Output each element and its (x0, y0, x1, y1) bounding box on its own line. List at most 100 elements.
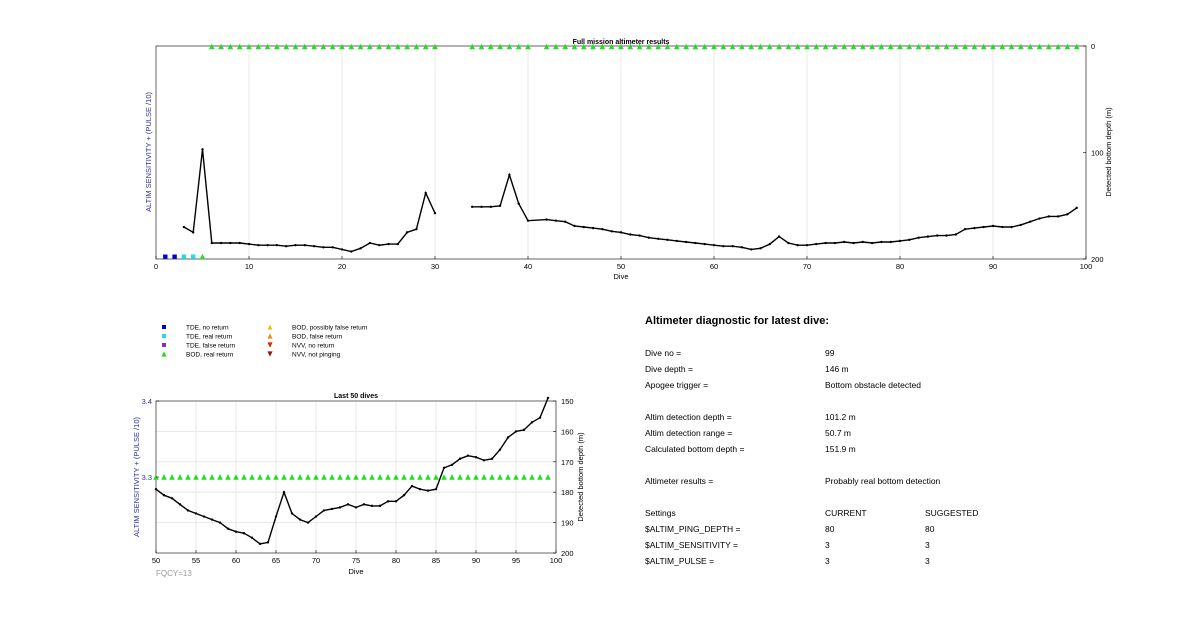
depth-point (418, 487, 422, 491)
depth-point (926, 235, 930, 238)
bod-marker (302, 43, 308, 50)
depth-point (154, 487, 158, 491)
bod-marker (353, 474, 359, 480)
bod-marker (297, 474, 303, 480)
depth-point (330, 507, 334, 511)
full-mission-grid (248, 46, 994, 259)
x-tick-label: 20 (338, 262, 346, 271)
bod-marker (497, 474, 503, 480)
depth-point (1029, 220, 1032, 223)
bod-marker (545, 474, 551, 480)
bod-marker (767, 43, 773, 50)
bod-marker (321, 474, 327, 480)
bod-marker (193, 474, 199, 480)
last-50-series (154, 396, 550, 546)
legend-triangle-down-icon (267, 342, 273, 348)
bod-marker (283, 43, 289, 50)
depth-point (219, 241, 223, 245)
right-tick-label: 180 (561, 488, 574, 497)
bod-marker (664, 43, 671, 50)
bod-marker (711, 43, 717, 50)
suggested-header: SUGGESTED (925, 508, 979, 518)
bod-marker (404, 43, 410, 50)
depth-point (162, 494, 166, 497)
last-50-x-ticks: 50 55 60 65 70 75 80 85 90 95 100 (152, 550, 562, 565)
left-tick-label: 3.4 (142, 397, 152, 406)
x-tick-label: 80 (896, 262, 904, 271)
bod-marker (313, 474, 319, 480)
dive-depth-row: Dive depth = 146 m (645, 364, 1165, 376)
x-tick-label: 65 (272, 556, 280, 565)
bod-marker (860, 43, 866, 50)
depth-point (394, 500, 398, 503)
bod-marker (962, 43, 968, 50)
depth-point (275, 243, 279, 247)
depth-point (368, 241, 372, 245)
depth-point (257, 243, 260, 247)
depth-point (178, 503, 182, 506)
x-tick-label: 70 (312, 556, 320, 565)
full-mission-title: Full mission altimeter results (573, 39, 670, 46)
depth-point (350, 250, 353, 253)
bod-marker (265, 474, 271, 480)
bod-marker (1027, 43, 1033, 50)
bod-marker (934, 43, 940, 50)
depth-point (963, 227, 967, 231)
depth-point (250, 536, 254, 539)
depth-point (657, 237, 660, 240)
x-tick-label: 40 (524, 262, 532, 271)
depth-point (954, 233, 957, 236)
depth-point (312, 245, 316, 248)
depth-point (722, 245, 725, 248)
right-tick-label: 190 (561, 519, 574, 528)
depth-point (750, 248, 753, 251)
x-tick-label: 60 (232, 556, 240, 565)
bod-marker (305, 474, 311, 480)
depth-point (936, 234, 939, 237)
bod-marker (739, 43, 745, 50)
bod-marker (971, 43, 978, 50)
depth-point (294, 243, 297, 247)
right-tick-label: 170 (561, 458, 574, 467)
bod-marker (361, 474, 367, 480)
bod-marker (367, 43, 373, 50)
x-tick-label: 80 (392, 556, 400, 565)
apogee-row: Apogee trigger = Bottom obstacle detecte… (645, 380, 1165, 392)
bod-marker (897, 43, 903, 50)
dive-no-label: Dive no = (645, 348, 682, 358)
legend-triangle-up-icon (161, 351, 167, 357)
bod-marker (249, 474, 255, 480)
right-tick-label: 200 (561, 549, 574, 558)
bod-marker (553, 43, 559, 50)
bod-marker (185, 474, 191, 480)
bod-marker (209, 474, 215, 480)
ping-depth-suggested: 80 (925, 524, 935, 534)
bod-marker (990, 43, 996, 50)
depth-point (629, 233, 632, 236)
depth-point (805, 243, 809, 247)
bod-marker (199, 253, 206, 260)
bod-marker (785, 43, 792, 50)
depth-point (387, 242, 390, 246)
bod-marker (413, 43, 420, 50)
bod-marker (201, 474, 207, 480)
bod-marker (169, 474, 175, 480)
depth-point (415, 227, 418, 231)
depth-point (396, 242, 399, 246)
depth-point (202, 515, 206, 518)
bod-marker (683, 43, 689, 50)
dive-depth-value: 146 m (825, 364, 849, 374)
current-header: CURRENT (825, 508, 867, 518)
bod-marker (804, 43, 810, 50)
bod-marker (980, 43, 987, 50)
right-tick-label: 150 (561, 397, 574, 406)
bod-marker (869, 43, 875, 50)
depth-point (1019, 223, 1023, 227)
last-50-dives-chart: 50 55 60 65 70 75 80 85 90 95 100 3.4 3.3 150 160 170… (132, 393, 585, 578)
depth-point (638, 234, 641, 237)
bod-marker (748, 43, 754, 50)
apogee-value: Bottom obstacle detected (825, 380, 921, 390)
right-tick-label: 100 (1091, 149, 1104, 158)
depth-point (234, 530, 238, 533)
